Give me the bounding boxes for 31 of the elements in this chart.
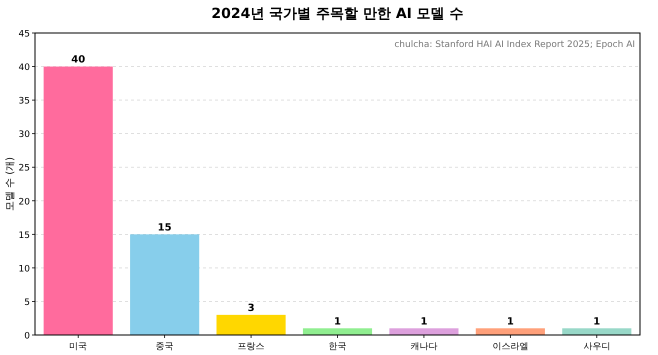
annotation: chulcha: Stanford HAI AI Index Report 2025; Epoch AI [394,40,635,50]
x-tick-label: 미국 [69,342,88,352]
bar [562,328,632,335]
x-tick-label: 사우디 [583,342,610,352]
y-tick-label: 30 [18,130,30,140]
data-label: 1 [506,316,514,328]
y-axis-title: 모델 수 (개) [5,156,16,212]
x-tick-label: 한국 [328,342,346,352]
x-tick-label: 프랑스 [238,342,265,352]
data-label: 40 [71,54,86,66]
y-tick-label: 25 [18,164,30,174]
bar [216,314,286,335]
x-tick-label: 캐나다 [410,342,438,352]
data-label: 15 [158,222,172,234]
y-tick-label: 0 [24,332,30,342]
data-label: 1 [334,316,342,328]
bar [44,66,113,335]
y-tick-label: 45 [18,30,30,40]
data-label: 3 [248,302,255,314]
y-tick-label: 15 [18,230,30,241]
y-tick-label: 20 [18,197,30,208]
y-tick-label: 5 [24,298,30,308]
data-label: 1 [593,316,600,328]
y-tick-label: 40 [18,63,30,74]
x-tick-label: 중국 [156,342,174,352]
y-tick-label: 35 [18,96,30,107]
bar [130,234,200,335]
y-tick-label: 10 [18,264,30,274]
chart-title: 2024년 국가별 주목할 만한 AI 모델 수 [211,6,464,22]
x-tick-label: 이스라엘 [492,342,528,352]
data-label: 1 [420,316,428,328]
